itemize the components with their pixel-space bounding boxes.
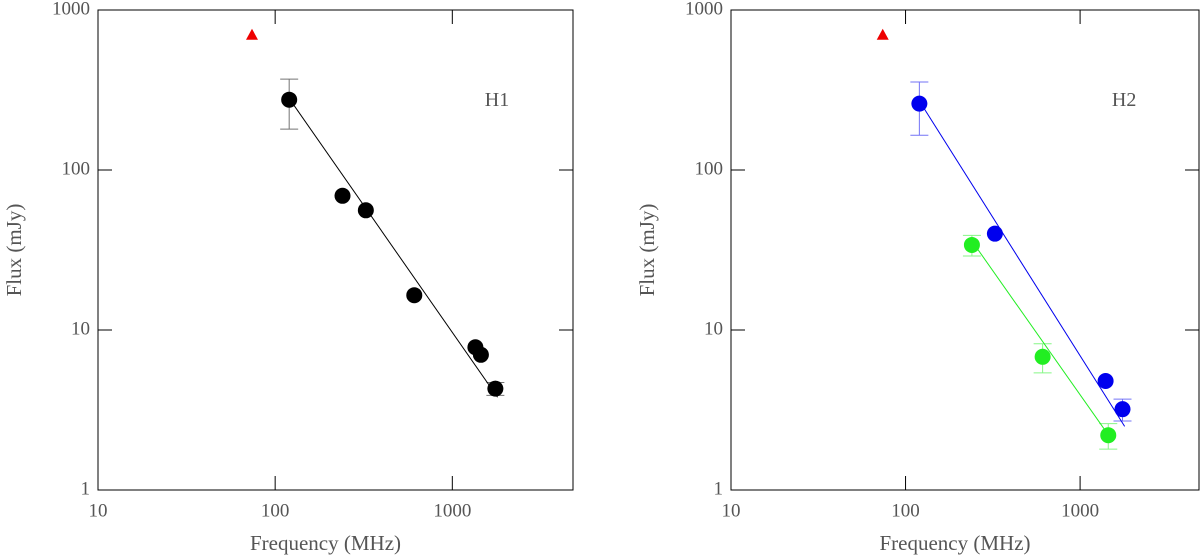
data-point [1097, 373, 1114, 390]
y-tick-label: 100 [62, 158, 91, 179]
x-tick-label: 100 [891, 500, 920, 521]
y-tick-label: 1 [81, 478, 91, 499]
x-axis-label: Frequency (MHz) [250, 531, 401, 555]
data-point [472, 346, 489, 363]
upper-limit-marker [245, 28, 258, 40]
x-tick-label: 1000 [433, 500, 471, 521]
fit-line [971, 240, 1112, 439]
data-point [281, 91, 298, 108]
y-axis-label: Flux (mJy) [635, 204, 659, 297]
data-point [963, 236, 980, 253]
x-tick-label: 10 [722, 500, 741, 521]
data-point [1114, 401, 1131, 418]
fit-line [288, 98, 498, 398]
data-point [1034, 348, 1051, 365]
y-tick-label: 10 [71, 318, 90, 339]
y-tick-label: 1 [714, 478, 724, 499]
data-point [406, 287, 423, 304]
data-point [334, 187, 351, 204]
x-tick-label: 100 [261, 500, 290, 521]
data-point [986, 225, 1003, 242]
y-tick-label: 1000 [52, 0, 90, 19]
upper-limit-marker [876, 28, 889, 40]
y-tick-label: 100 [695, 158, 724, 179]
data-point [487, 380, 504, 397]
annotation: H1 [485, 89, 509, 111]
plot-frame [97, 9, 574, 491]
y-tick-label: 10 [704, 318, 723, 339]
y-axis-label: Flux (mJy) [2, 204, 26, 297]
fit-line [918, 100, 1126, 427]
annotation: H2 [1112, 89, 1136, 111]
x-tick-label: 1000 [1061, 500, 1099, 521]
y-tick-label: 1000 [685, 0, 723, 19]
x-tick-label: 10 [89, 500, 108, 521]
plot-frame [730, 9, 1200, 491]
x-axis-label: Frequency (MHz) [879, 531, 1030, 555]
